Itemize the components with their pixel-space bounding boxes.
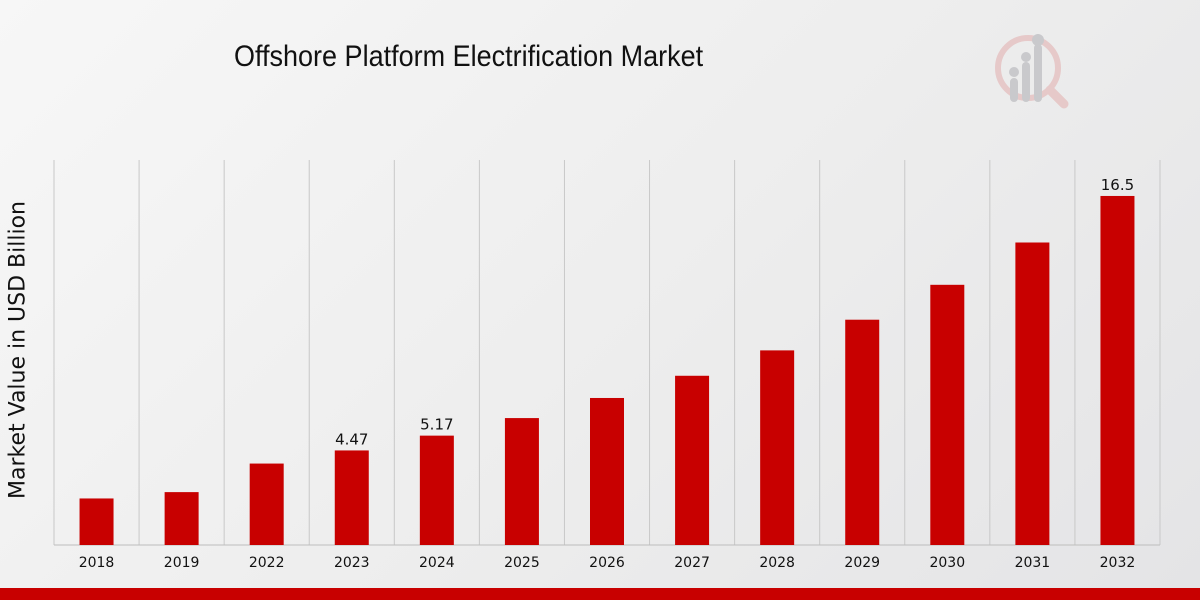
- x-tick-label-2031: 2031: [1015, 555, 1051, 571]
- bar-2026: [590, 397, 624, 545]
- bar-2027: [675, 375, 710, 545]
- data-label-2024: 5.17: [420, 416, 453, 434]
- bar-2029: [845, 319, 880, 545]
- bar-2028: [760, 350, 795, 545]
- market-research-logo-icon: [995, 34, 1069, 109]
- bar-2030: [930, 284, 965, 545]
- x-tick-label-2027: 2027: [674, 555, 710, 571]
- x-tick-label-2019: 2019: [164, 555, 200, 571]
- x-tick-label-2032: 2032: [1100, 555, 1136, 571]
- chart-title: Offshore Platform Electrification Market: [234, 40, 704, 73]
- x-tick-label-2026: 2026: [589, 555, 625, 571]
- x-tick-label-2023: 2023: [334, 555, 370, 571]
- bar-2025: [504, 418, 539, 545]
- bar-2024: [419, 435, 454, 545]
- x-tick-label-2022: 2022: [249, 555, 285, 571]
- x-tick-label-2028: 2028: [759, 555, 795, 571]
- bar-2031: [1015, 242, 1050, 545]
- bar-2019: [164, 492, 199, 545]
- bar-2032: [1100, 195, 1135, 545]
- x-tick-label-2025: 2025: [504, 555, 540, 571]
- x-tick-label-2029: 2029: [844, 555, 880, 571]
- data-label-2032: 16.5: [1101, 176, 1134, 194]
- bar-2022: [249, 463, 284, 545]
- bottom-accent-bar: [0, 588, 1200, 600]
- bar-2018: [79, 498, 114, 545]
- x-tick-label-2024: 2024: [419, 555, 455, 571]
- x-tick-label-2018: 2018: [79, 555, 115, 571]
- x-tick-label-2030: 2030: [929, 555, 965, 571]
- data-label-2023: 4.47: [335, 430, 368, 448]
- bar-2023: [334, 450, 369, 545]
